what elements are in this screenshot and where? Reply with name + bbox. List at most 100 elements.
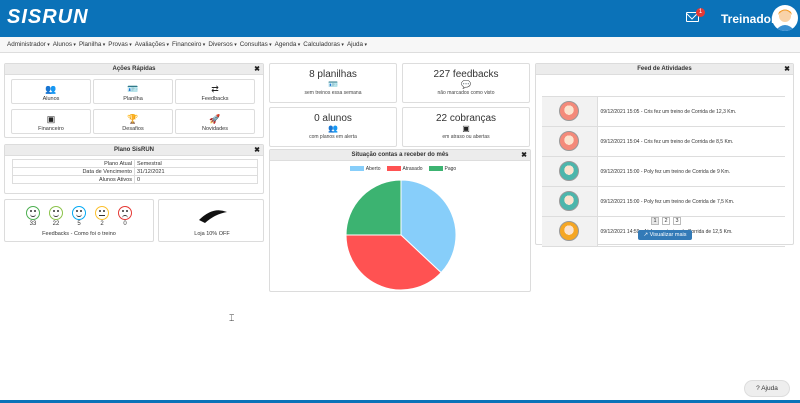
stat-number: 0 alunos (314, 113, 352, 124)
avatar-icon (559, 100, 580, 121)
feed-avatar-cell (542, 186, 598, 217)
quick-actions-panel: Ações Rápidas ✖ 👥 Alunos 🪪 Planilha ⇄ Feedback… (4, 63, 264, 138)
feed-text: 09/12/2021 15:00 - Poly fez um treino de… (597, 156, 785, 187)
stat-card[interactable]: 8 planilhas 🪪 sem treinos essa semana (269, 63, 397, 103)
menu-item[interactable]: Consultas (240, 41, 272, 48)
feedback-count: 33 (29, 221, 37, 227)
pie-slice-pago[interactable] (345, 179, 402, 236)
help-icon: ? (756, 385, 760, 392)
retweet-icon: ⇄ (211, 84, 219, 94)
feedback-count: 0 (123, 221, 127, 227)
user-name[interactable]: Treinador (721, 12, 776, 26)
users-icon: 👥 (328, 124, 338, 133)
quick-action-label: Alunos (42, 96, 60, 102)
pie-slice-atrasado[interactable] (345, 234, 442, 291)
close-icon[interactable]: ✖ (254, 147, 260, 154)
close-icon[interactable]: ✖ (254, 66, 260, 73)
menu-item[interactable]: Diversos (208, 41, 236, 48)
table-row: Alunos Ativos 0 (12, 175, 258, 184)
quick-action-planilha[interactable]: 🪪 Planilha (93, 79, 173, 104)
help-label: Ajuda (761, 385, 778, 392)
feedback-face-icon (49, 206, 63, 220)
close-icon[interactable]: ✖ (521, 152, 527, 159)
mouth (99, 215, 105, 218)
cell-value: 0 (134, 175, 258, 184)
mouse-cursor: ⌶ (229, 313, 235, 323)
pie-slice-aberto[interactable] (400, 179, 457, 274)
cell-label: Alunos Ativos (12, 175, 135, 184)
panel-header: Situação contas a receber do mês ✖ (270, 150, 530, 161)
menu-item[interactable]: Ajuda (347, 41, 367, 48)
legend-label: Atrasado (402, 166, 423, 172)
comments-icon: 💬 (461, 80, 471, 89)
store-panel[interactable]: Loja 10% OFF (158, 199, 264, 242)
feed-text: 09/12/2021 15:05 - Cris fez um treino de… (597, 96, 785, 127)
view-more-button[interactable]: ↗ Visualizar mais (638, 230, 692, 240)
money-icon: ▣ (46, 114, 56, 124)
legend-label: Pago (444, 166, 457, 172)
quick-action-desafios[interactable]: 🏆 Desafios (93, 109, 173, 134)
quick-action-label: Feedbacks (201, 96, 229, 102)
menu-item[interactable]: Financeiro (172, 41, 205, 48)
top-header: SISRUN 1 Treinador (0, 0, 800, 37)
feedback-face-icon (95, 206, 109, 220)
feedback-face-icon (72, 206, 86, 220)
panel-header: Ações Rápidas ✖ (5, 64, 263, 75)
page-3-button[interactable]: 3 (673, 217, 681, 225)
feed-row: 09/12/2021 15:00 - Poly fez um treino de… (542, 186, 785, 217)
menu-item[interactable]: Calculadoras (303, 41, 344, 48)
avatar-icon (559, 160, 580, 181)
stat-number: 8 planilhas (309, 69, 357, 80)
mizuno-logo (199, 210, 227, 223)
pie-chart (345, 179, 457, 291)
feed-avatar-cell (542, 156, 598, 187)
stat-number: 227 feedbacks (433, 69, 499, 80)
close-icon[interactable]: ✖ (784, 66, 790, 73)
feedback-count: 5 (77, 221, 81, 227)
user-avatar[interactable] (772, 5, 798, 31)
panel-title: Ações Rápidas (112, 66, 156, 72)
avatar-icon (559, 130, 580, 151)
avatar-icon (559, 190, 580, 211)
menu-item[interactable]: Avaliações (135, 41, 169, 48)
menu-item[interactable]: Provas (108, 41, 132, 48)
menu-item[interactable]: Alunos (53, 41, 76, 48)
stat-card[interactable]: 227 feedbacks 💬 não marcados como visto (402, 63, 530, 103)
stat-subtitle: em atraso ou abertas (442, 134, 490, 140)
feed-row: 09/12/2021 15:04 - Cris fez um treino de… (542, 126, 785, 157)
feedback-face-icon (118, 206, 132, 220)
cell-value: 31/12/2021 (134, 167, 258, 176)
menu-item[interactable]: Administrador (7, 41, 50, 48)
feedback-label: Feedbacks - Como foi o treino (42, 231, 116, 237)
quick-action-alunos[interactable]: 👥 Alunos (11, 79, 91, 104)
stat-card[interactable]: 0 alunos 👥 com planos em alerta (269, 107, 397, 147)
menu-item[interactable]: Planilha (79, 41, 105, 48)
mail-icon[interactable] (686, 12, 699, 22)
legend-swatch (349, 166, 364, 172)
trophy-icon: 🏆 (127, 114, 139, 124)
rocket-icon: 🚀 (209, 114, 221, 124)
stat-card[interactable]: 22 cobranças ▣ em atraso ou abertas (402, 107, 530, 147)
quick-action-feedbacks[interactable]: ⇄ Feedbacks (175, 79, 255, 104)
sisrun-logo[interactable]: SISRUN (7, 6, 89, 28)
help-button[interactable]: ? Ajuda (744, 380, 790, 397)
stat-number: 22 cobranças (435, 113, 497, 124)
notification-badge: 1 (696, 8, 705, 17)
panel-title: Feed de Atividades (637, 66, 692, 72)
chart-legend: Aberto Atrasado Pago (270, 166, 530, 172)
feedback-count: 22 (52, 221, 60, 227)
quick-action-label: Financeiro (38, 126, 64, 132)
feed-avatar-cell (542, 216, 598, 247)
menu-item[interactable]: Agenda (275, 41, 301, 48)
feedback-face-icon (26, 206, 40, 220)
page-2-button[interactable]: 2 (662, 217, 670, 225)
panel-header: Plano SisRUN ✖ (5, 145, 263, 156)
users-icon: 👥 (45, 84, 57, 94)
quick-action-financeiro[interactable]: ▣ Financeiro (11, 109, 91, 134)
panel-header: Feed de Atividades ✖ (536, 64, 793, 75)
legend-swatch (386, 166, 401, 172)
quick-action-label: Novidades (202, 126, 228, 132)
page-1-button[interactable]: 1 (651, 217, 659, 225)
quick-action-novidades[interactable]: 🚀 Novidades (175, 109, 255, 134)
feed-text: 09/12/2021 15:04 - Cris fez um treino de… (597, 126, 785, 157)
